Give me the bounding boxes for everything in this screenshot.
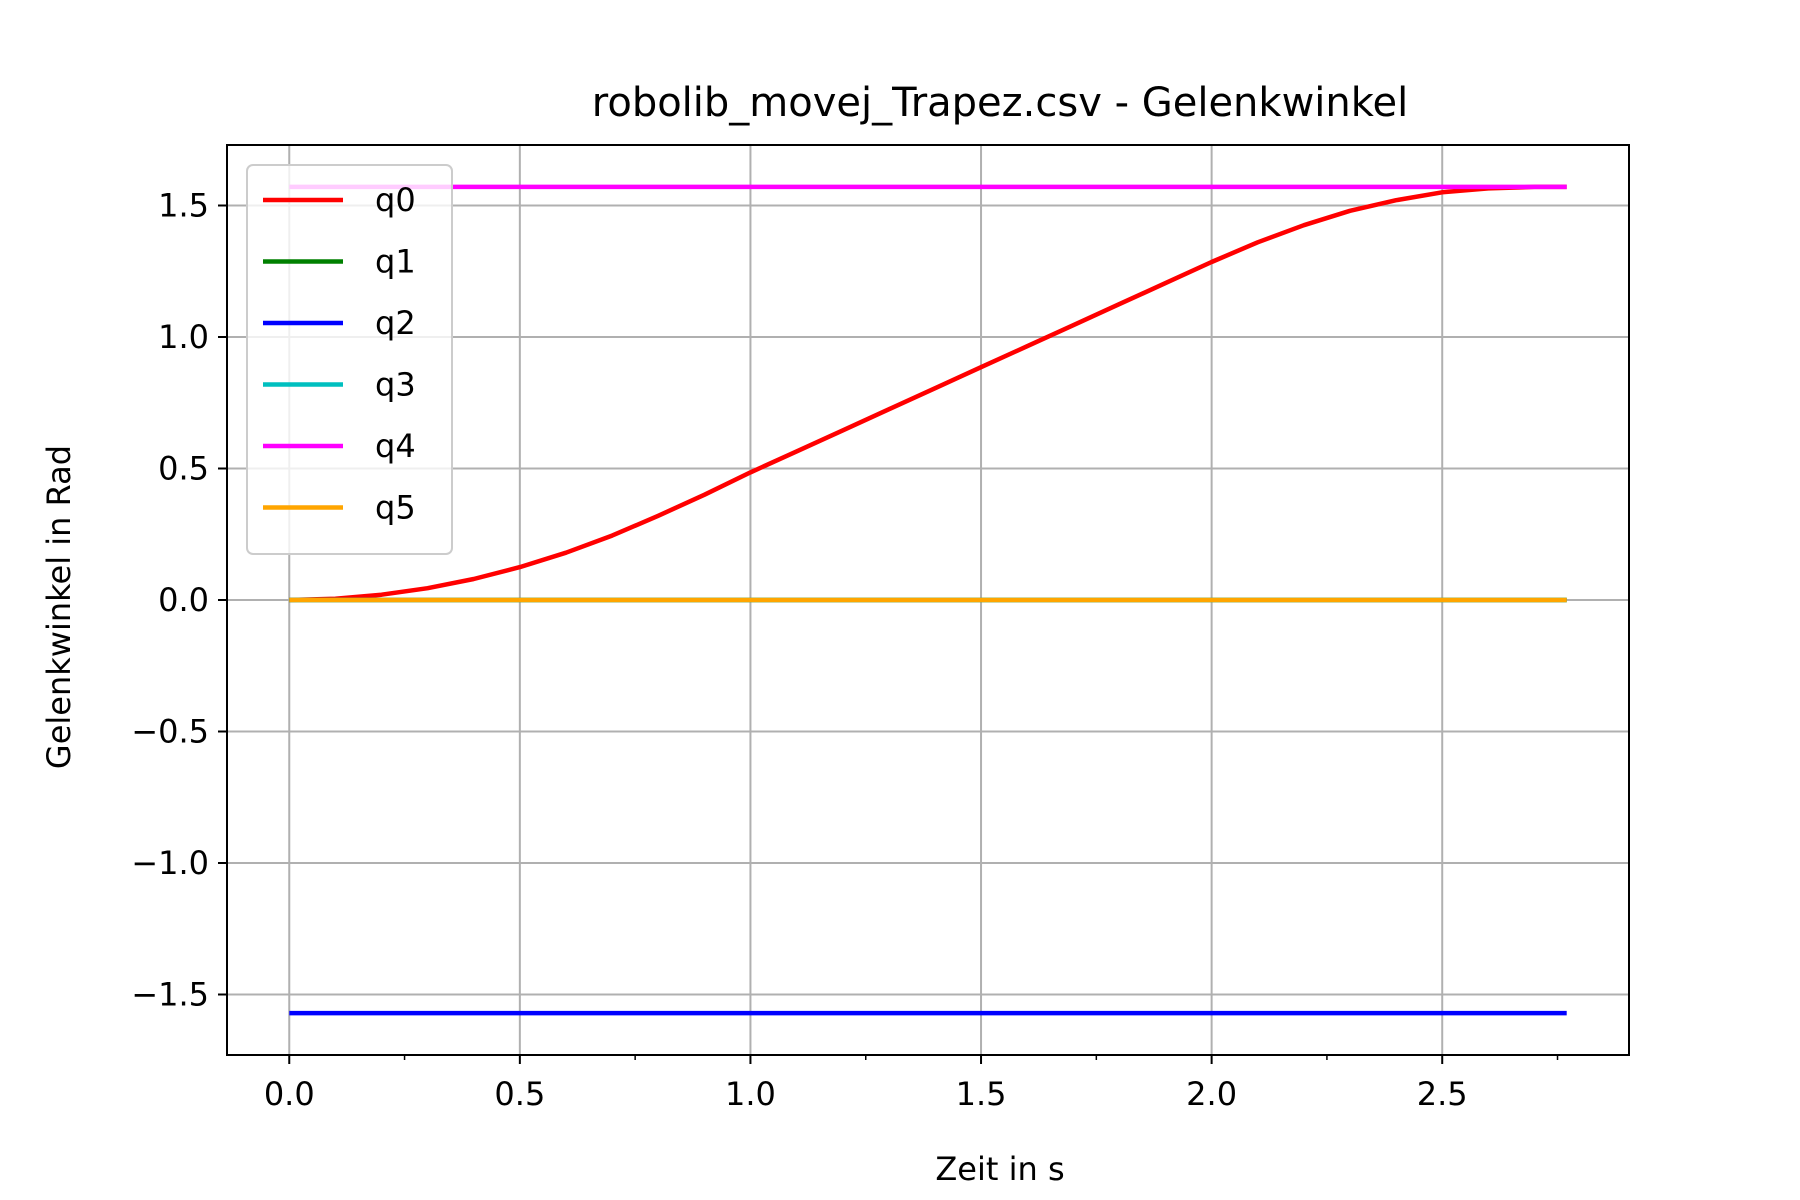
legend: q0 q1 q2 q3 q4 q5	[246, 164, 453, 555]
y-tick-label: 0.0	[158, 581, 209, 619]
y-axis-label: Gelenkwinkel in Rad	[40, 445, 78, 769]
y-tick-label: −1.0	[131, 844, 209, 882]
legend-label-q4: q4	[375, 427, 416, 465]
chart-title: robolib_movej_Trapez.csv - Gelenkwinkel	[592, 80, 1408, 126]
ticks: 0.0 0.5 1.0 1.5 2.0 2.5 −1.5 −1.0 −0.5 0.0 0.5 1.0 1…	[131, 186, 1559, 1113]
y-tick-label: −0.5	[131, 713, 209, 751]
x-tick-label: 2.0	[1186, 1075, 1237, 1113]
y-tick-label: 1.0	[158, 318, 209, 356]
y-tick-label: 0.5	[158, 449, 209, 487]
legend-label-q3: q3	[375, 366, 416, 404]
series-line-q0	[289, 184, 1567, 603]
x-tick-label: 2.5	[1417, 1075, 1468, 1113]
legend-label-q2: q2	[375, 304, 416, 342]
x-tick-label: 0.0	[264, 1075, 315, 1113]
x-axis-label: Zeit in s	[935, 1150, 1064, 1188]
legend-label-q0: q0	[375, 181, 416, 219]
legend-box	[246, 164, 453, 555]
x-tick-label: 1.0	[725, 1075, 776, 1113]
y-tick-label: −1.5	[131, 976, 209, 1014]
x-tick-label: 0.5	[494, 1075, 545, 1113]
y-tick-label: 1.5	[158, 186, 209, 224]
legend-label-q1: q1	[375, 243, 416, 281]
plot-lines	[289, 184, 1567, 1016]
x-tick-label: 1.5	[956, 1075, 1007, 1113]
legend-label-q5: q5	[375, 489, 416, 527]
